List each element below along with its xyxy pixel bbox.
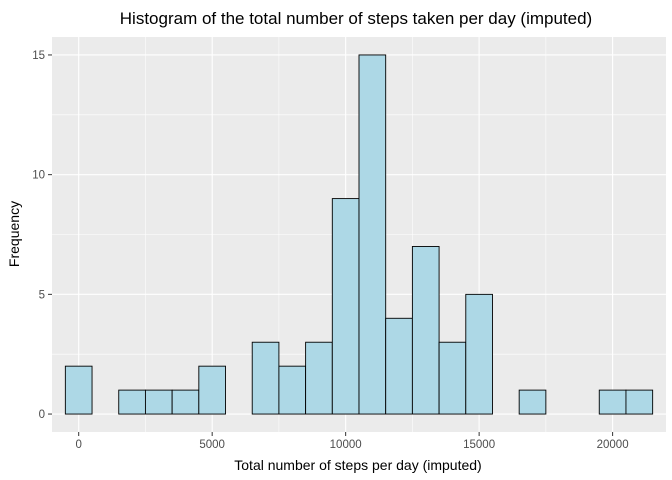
chart-title: Histogram of the total number of steps t… — [120, 9, 592, 28]
histogram-bar — [118, 389, 146, 415]
histogram-bars — [64, 54, 654, 415]
x-tick-label: 0 — [75, 439, 81, 451]
histogram-bar — [64, 365, 93, 415]
histogram-bar — [411, 246, 440, 415]
histogram-bar — [518, 389, 547, 415]
histogram-bar — [144, 389, 173, 415]
x-tick-label: 10000 — [330, 439, 362, 451]
histogram-bar — [251, 341, 280, 415]
y-axis-title: Frequency — [6, 201, 22, 267]
histogram-bar — [171, 389, 200, 415]
x-tick-label: 5000 — [199, 439, 225, 451]
histogram-bar — [598, 389, 627, 415]
histogram-bar — [358, 54, 387, 415]
histogram-bar — [198, 365, 226, 415]
histogram-bar — [625, 389, 654, 415]
histogram-bar — [438, 341, 467, 415]
y-tick-label: 15 — [32, 50, 45, 62]
x-tick-label: 15000 — [463, 439, 495, 451]
histogram-bar — [278, 365, 307, 415]
y-tick-label: 10 — [32, 170, 45, 182]
histogram-bar — [385, 317, 413, 415]
histogram-bar — [305, 341, 333, 415]
y-axis-ticks: 0 5 10 15 — [32, 50, 52, 421]
y-tick-label: 5 — [39, 289, 45, 301]
histogram-bar — [465, 293, 493, 415]
x-tick-label: 20000 — [597, 439, 629, 451]
y-tick-label: 0 — [39, 409, 45, 421]
x-axis-ticks: 0 5000 10000 15000 20000 — [75, 432, 629, 451]
histogram-bar — [331, 198, 360, 415]
x-axis-title: Total number of steps per day (imputed) — [234, 457, 481, 473]
